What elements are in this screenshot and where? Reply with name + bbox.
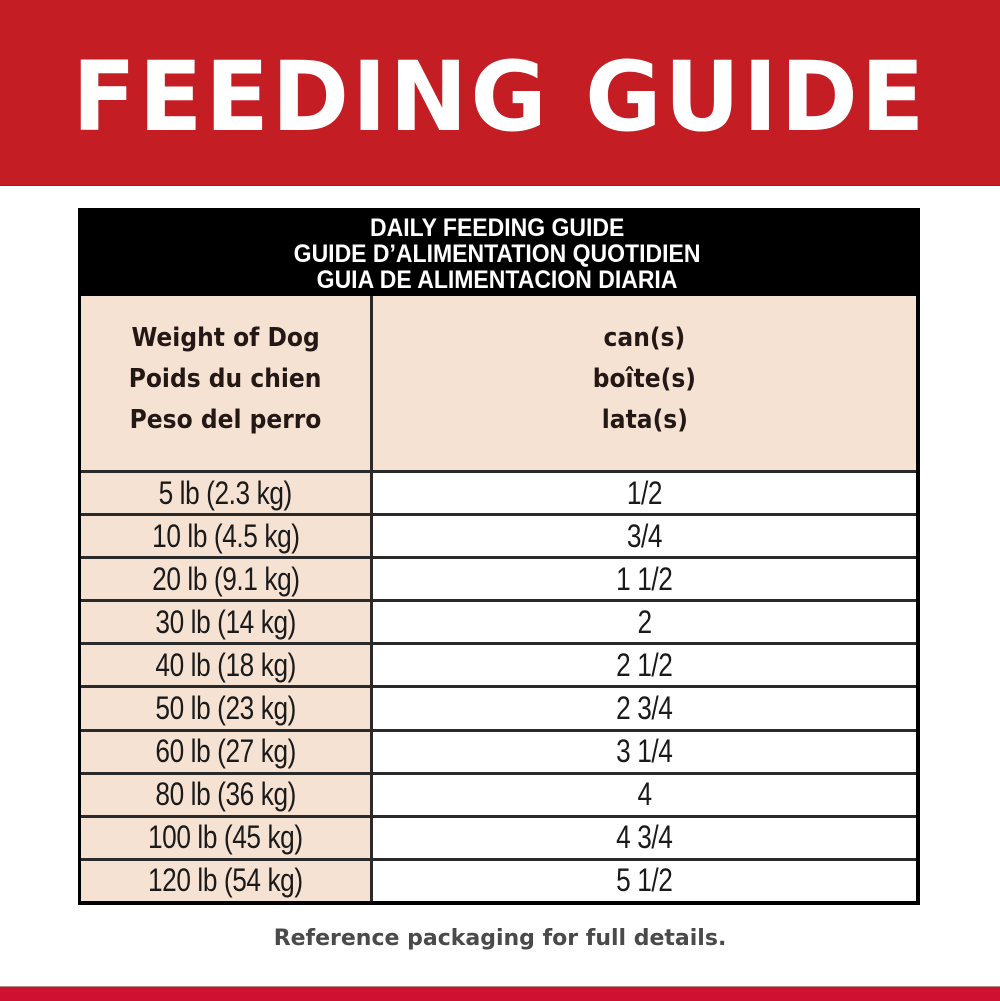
weight-value: 50 lb (23 kg) (155, 690, 296, 727)
cans-cell: 1 1/2 (373, 559, 916, 600)
cans-cell: 3 1/4 (373, 731, 916, 772)
weight-cell: 20 lb (9.1 kg) (81, 559, 370, 600)
weight-cell: 5 lb (2.3 kg) (81, 473, 370, 514)
weight-value: 120 lb (54 kg) (148, 862, 303, 899)
table-title-french: GUIDE D’ALIMENTATION QUOTIDIEN (293, 240, 701, 268)
cans-value: 2 (637, 603, 652, 640)
table-title: DAILY FEEDING GUIDE GUIDE D’ALIMENTATION… (78, 208, 916, 296)
weight-value: 30 lb (14 kg) (155, 603, 296, 640)
weight-cell: 40 lb (18 kg) (81, 645, 370, 686)
weight-cell: 60 lb (27 kg) (81, 731, 370, 772)
column-header-cans-fr: boîte(s) (592, 363, 697, 394)
cans-value: 1 1/2 (616, 560, 673, 597)
weight-value: 100 lb (45 kg) (148, 819, 303, 856)
cans-cell: 4 3/4 (373, 817, 916, 858)
cans-value: 2 3/4 (616, 690, 673, 727)
weight-cell: 10 lb (4.5 kg) (81, 516, 370, 557)
title-banner: FEEDING GUIDE (0, 0, 1000, 186)
weight-value: 60 lb (27 kg) (155, 733, 296, 770)
column-header-cans-es: lata(s) (601, 404, 688, 435)
cans-value: 1/2 (626, 474, 663, 511)
weight-cell: 100 lb (45 kg) (81, 817, 370, 858)
cans-value: 2 1/2 (616, 646, 673, 683)
column-header-weight: Weight of Dog Poids du chien Peso del pe… (81, 296, 370, 470)
feeding-table: DAILY FEEDING GUIDE GUIDE D’ALIMENTATION… (78, 208, 920, 905)
footer-note: Reference packaging for full details. (273, 926, 727, 951)
column-header-cans-en: can(s) (603, 322, 686, 353)
weight-cell: 80 lb (36 kg) (81, 774, 370, 815)
cans-value: 3/4 (626, 517, 663, 554)
bottom-red-strip (0, 986, 1000, 1001)
cans-cell: 4 (373, 774, 916, 815)
weight-value: 80 lb (36 kg) (155, 776, 296, 813)
cans-value: 4 (637, 776, 652, 813)
cans-value: 5 1/2 (616, 862, 673, 899)
weight-value: 10 lb (4.5 kg) (151, 517, 300, 554)
cans-cell: 3/4 (373, 516, 916, 557)
cans-value: 4 3/4 (616, 819, 673, 856)
column-header-weight-fr: Poids du chien (129, 363, 322, 394)
cans-cell: 5 1/2 (373, 860, 916, 901)
column-header-weight-es: Peso del perro (129, 404, 322, 435)
table-title-spanish: GUIA DE ALIMENTACION DIARIA (316, 266, 678, 294)
cans-value: 3 1/4 (616, 733, 673, 770)
weight-value: 5 lb (2.3 kg) (158, 474, 293, 511)
table-title-english: DAILY FEEDING GUIDE (369, 214, 625, 242)
weight-value: 40 lb (18 kg) (155, 646, 296, 683)
cans-cell: 2 3/4 (373, 688, 916, 729)
weight-value: 20 lb (9.1 kg) (151, 560, 300, 597)
page-title: FEEDING GUIDE (72, 40, 928, 153)
weight-cell: 30 lb (14 kg) (81, 602, 370, 643)
weight-cell: 50 lb (23 kg) (81, 688, 370, 729)
cans-cell: 2 (373, 602, 916, 643)
cans-cell: 2 1/2 (373, 645, 916, 686)
cans-cell: 1/2 (373, 473, 916, 514)
weight-cell: 120 lb (54 kg) (81, 860, 370, 901)
column-header-cans: can(s) boîte(s) lata(s) (373, 296, 916, 470)
column-header-weight-en: Weight of Dog (131, 322, 320, 353)
feeding-table-grid: Weight of Dog Poids du chien Peso del pe… (81, 296, 916, 901)
